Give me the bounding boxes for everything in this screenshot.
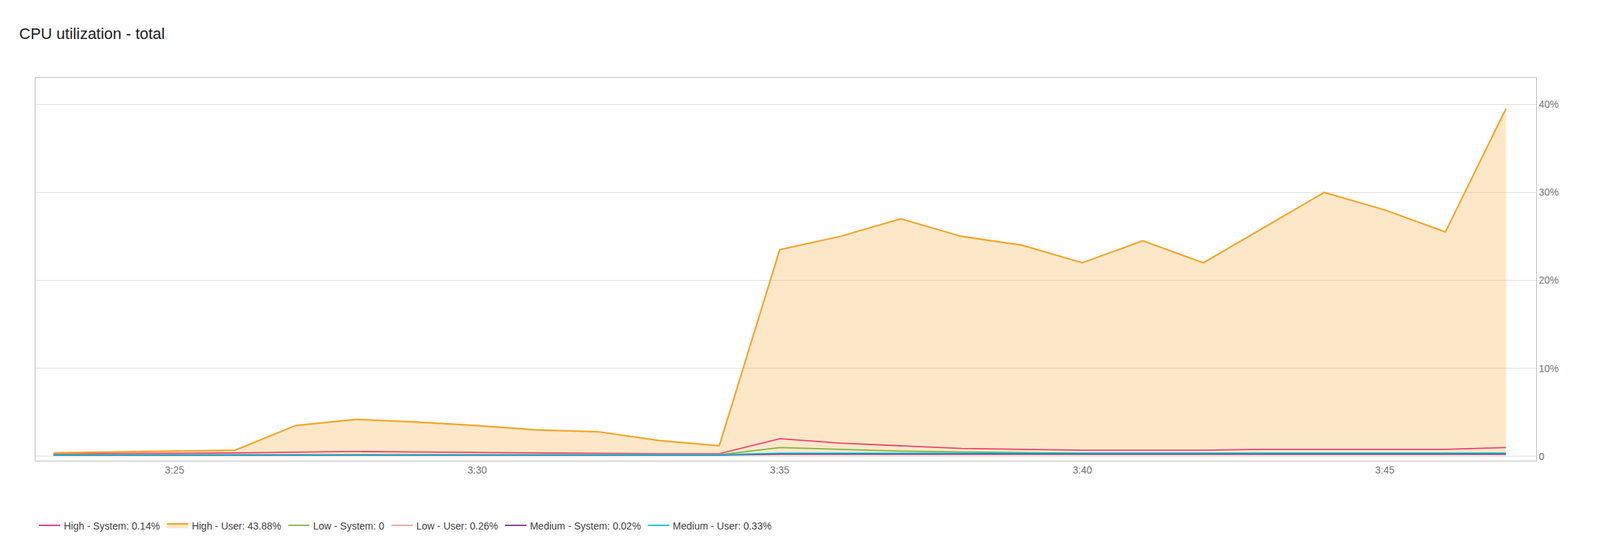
svg-text:Medium - System: 0.02%: Medium - System: 0.02% xyxy=(529,520,641,532)
svg-text:High - User: 43.88%: High - User: 43.88% xyxy=(191,520,281,532)
svg-text:20%: 20% xyxy=(1539,274,1559,286)
svg-text:3:40: 3:40 xyxy=(1072,464,1092,476)
svg-text:Low - System: 0: Low - System: 0 xyxy=(312,520,385,532)
svg-text:3:30: 3:30 xyxy=(467,464,487,476)
svg-text:30%: 30% xyxy=(1539,186,1559,198)
svg-text:High - System: 0.14%: High - System: 0.14% xyxy=(63,520,160,532)
svg-text:3:25: 3:25 xyxy=(165,464,185,476)
svg-text:3:35: 3:35 xyxy=(770,464,790,476)
svg-text:Low - User: 0.26%: Low - User: 0.26% xyxy=(416,520,498,532)
svg-text:10%: 10% xyxy=(1539,363,1559,375)
svg-text:0: 0 xyxy=(1539,451,1545,463)
svg-text:CPU utilization - total: CPU utilization - total xyxy=(19,24,165,43)
svg-text:3:45: 3:45 xyxy=(1375,464,1395,476)
svg-text:40%: 40% xyxy=(1539,98,1559,110)
svg-text:Medium - User: 0.33%: Medium - User: 0.33% xyxy=(673,520,772,532)
